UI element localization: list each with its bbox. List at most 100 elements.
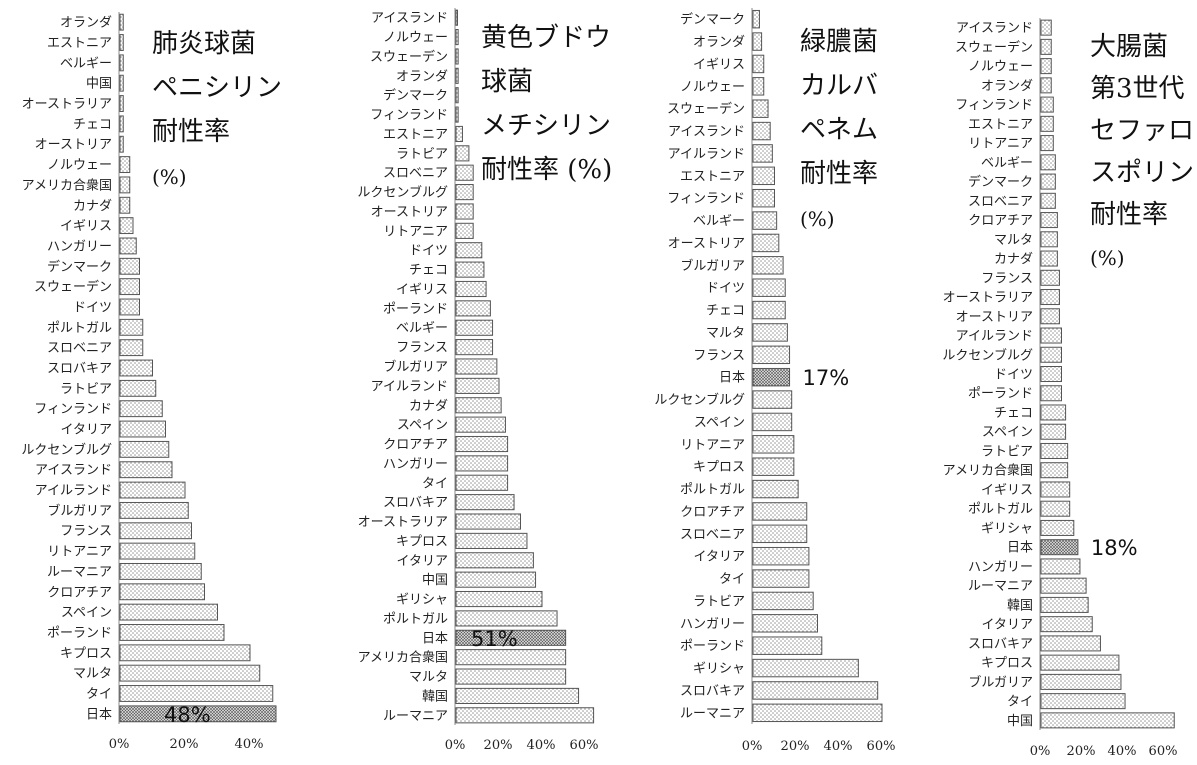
bar-5 bbox=[1040, 96, 1054, 113]
bar-27 bbox=[455, 513, 521, 530]
bar-12 bbox=[752, 256, 784, 275]
bar-13 bbox=[455, 242, 483, 259]
bar-19 bbox=[752, 412, 793, 432]
category-label: ルーマニア bbox=[680, 706, 745, 721]
category-label: ベルギー bbox=[693, 214, 745, 229]
category-label: スペイン bbox=[61, 606, 112, 621]
bar-11 bbox=[752, 233, 780, 253]
category-label: フィンランド bbox=[370, 108, 448, 123]
chart-title-line: セファロ bbox=[1090, 116, 1194, 146]
chart-title-line: (%) bbox=[152, 165, 187, 189]
bar-2 bbox=[455, 29, 459, 46]
bar-15 bbox=[752, 323, 788, 342]
bar-21 bbox=[1040, 404, 1067, 421]
data-label-highlight: 48% bbox=[164, 703, 211, 727]
bar-7 bbox=[119, 135, 124, 153]
category-label: カナダ bbox=[994, 252, 1033, 267]
bar-31 bbox=[752, 681, 879, 700]
category-label: ルクセンブルグ bbox=[21, 442, 112, 458]
category-label: オーストリア bbox=[35, 138, 112, 153]
bar-25 bbox=[119, 501, 189, 519]
bar-25 bbox=[455, 474, 509, 491]
bar-26 bbox=[119, 522, 192, 540]
bar-26 bbox=[752, 569, 810, 588]
category-label: ラトビア bbox=[693, 594, 745, 609]
category-label: イギリス bbox=[693, 57, 745, 72]
x-tick-label: 40% bbox=[824, 739, 853, 754]
chart-title-line: (%) bbox=[1090, 246, 1125, 270]
category-label: ルクセンブルグ bbox=[942, 347, 1033, 363]
data-label-highlight: 18% bbox=[1091, 536, 1138, 560]
category-label: タイ bbox=[719, 572, 745, 587]
x-tick-label: 60% bbox=[570, 738, 599, 753]
chart-title-line: 耐性率 bbox=[152, 117, 230, 147]
chart-title-line: 肺炎球菌 bbox=[152, 29, 256, 59]
category-label: イタリア bbox=[694, 550, 745, 565]
bar-3 bbox=[752, 54, 765, 74]
chart-title-line: 耐性率 bbox=[1090, 200, 1168, 230]
bar-2 bbox=[752, 32, 763, 51]
bar-6 bbox=[119, 115, 124, 133]
chart-title-line: ペニシリン bbox=[152, 73, 282, 103]
category-label: 日本 bbox=[719, 371, 745, 386]
bar-17 bbox=[1040, 327, 1062, 344]
category-label: スペイン bbox=[397, 418, 448, 433]
x-tick-label: 40% bbox=[527, 738, 556, 753]
x-tick-label: 40% bbox=[1108, 744, 1137, 759]
category-label: クロアチア bbox=[680, 505, 745, 520]
data-label-highlight: 51% bbox=[471, 627, 518, 651]
category-label: 日本 bbox=[86, 707, 112, 722]
category-label: デンマーク bbox=[383, 88, 448, 104]
bar-8 bbox=[455, 145, 470, 162]
category-label: オーストリア bbox=[668, 236, 745, 251]
category-label: ルクセンブルグ bbox=[357, 185, 448, 201]
bar-1 bbox=[1040, 19, 1052, 36]
bar-32 bbox=[455, 610, 558, 627]
category-label: キプロス bbox=[693, 460, 745, 475]
category-label: ノルウェー bbox=[968, 60, 1033, 75]
category-label: エストニア bbox=[47, 36, 112, 51]
bar-24 bbox=[455, 455, 509, 472]
bar-25 bbox=[1040, 481, 1071, 498]
category-label: スロベニア bbox=[968, 194, 1033, 209]
category-label: エストニア bbox=[680, 169, 745, 184]
bar-10 bbox=[752, 211, 778, 230]
category-label: ハンガリー bbox=[47, 239, 112, 254]
bar-34 bbox=[455, 649, 567, 666]
bar-34 bbox=[119, 685, 274, 702]
category-label: ブルガリア bbox=[383, 359, 448, 375]
category-label: オランダ bbox=[981, 79, 1033, 94]
bar-9 bbox=[1040, 173, 1056, 190]
x-tick-label: 0% bbox=[742, 739, 763, 754]
bar-29 bbox=[1040, 558, 1081, 575]
bar-14 bbox=[1040, 269, 1060, 286]
category-label: ブルガリア bbox=[680, 258, 745, 274]
bar-36 bbox=[1040, 693, 1126, 710]
bar-10 bbox=[1040, 192, 1056, 209]
bar-14 bbox=[455, 261, 485, 278]
bar-16 bbox=[455, 300, 491, 317]
bar-33 bbox=[1040, 635, 1101, 652]
bar-14 bbox=[752, 300, 786, 320]
bar-22 bbox=[119, 440, 170, 458]
category-label: ラトビア bbox=[60, 382, 112, 397]
category-label: キプロス bbox=[396, 534, 448, 549]
bar-17 bbox=[119, 339, 144, 357]
bar-13 bbox=[1040, 250, 1058, 267]
category-label: キプロス bbox=[981, 656, 1033, 671]
category-label: ラトビア bbox=[981, 444, 1033, 459]
category-label: デンマーク bbox=[47, 259, 112, 275]
bar-16 bbox=[119, 318, 144, 336]
bar-23 bbox=[752, 502, 808, 521]
category-label: ルクセンブルグ bbox=[654, 392, 745, 408]
category-label: ノルウェー bbox=[383, 31, 448, 46]
category-label: ポーランド bbox=[47, 626, 112, 641]
category-label: スロベニア bbox=[47, 341, 112, 356]
bar-11 bbox=[1040, 212, 1058, 229]
category-label: ポーランド bbox=[383, 302, 448, 317]
bar-8 bbox=[119, 156, 131, 174]
bar-17 bbox=[752, 367, 791, 387]
bar-27 bbox=[119, 542, 196, 560]
chart-title-line: スポリン bbox=[1090, 158, 1194, 188]
bar-28 bbox=[455, 532, 528, 549]
